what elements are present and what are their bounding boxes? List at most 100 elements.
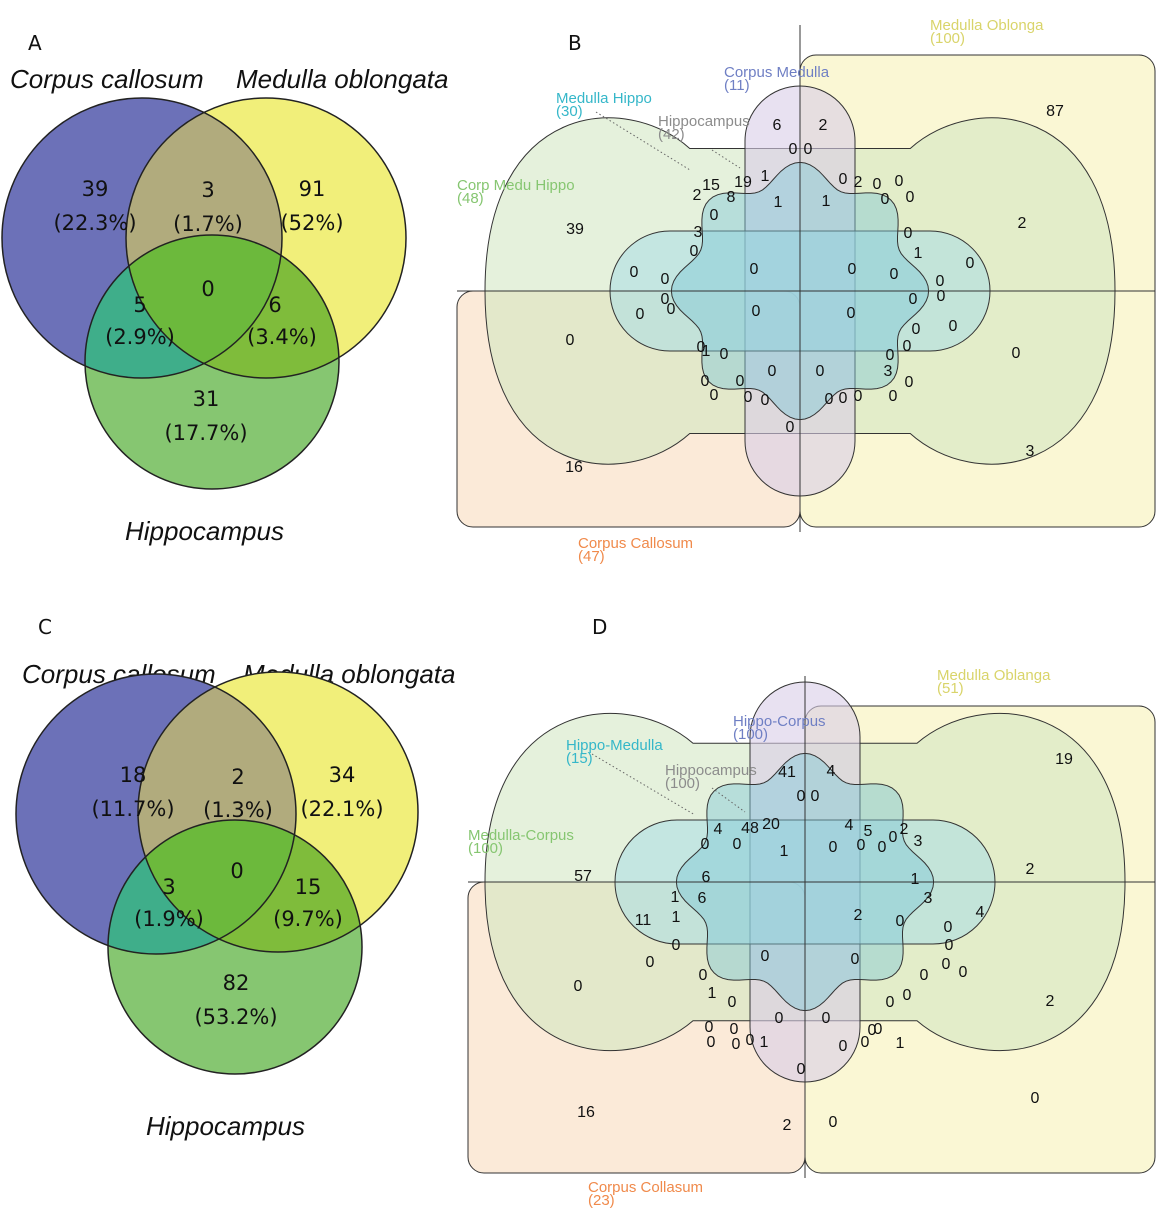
region-count: 4	[827, 763, 836, 780]
region-count: 41	[778, 764, 796, 781]
set-label-count-3: (100)	[665, 775, 700, 792]
region-count: 0	[710, 207, 719, 224]
region-count: 0	[661, 291, 670, 308]
region-count: 0	[690, 243, 699, 260]
venn-a-medulla-hippo-pct: (3.4%)	[247, 325, 317, 349]
region-count: 2	[819, 117, 828, 134]
venn-a-medulla-hippo-count: 6	[268, 293, 281, 317]
region-count: 0	[733, 836, 742, 853]
region-count: 3	[1026, 443, 1035, 460]
venn-c-medulla-only-pct: (22.1%)	[300, 797, 383, 821]
region-count: 0	[789, 141, 798, 158]
panel-a-title-corpus: Corpus callosum	[10, 64, 204, 94]
venn-a-corpus-hippo-count: 5	[133, 293, 146, 317]
venn-a-hippo-only-count: 31	[193, 387, 220, 411]
edwards-d-shapes	[467, 676, 1156, 1178]
set-label-2: Hippo-Medulla	[566, 737, 663, 754]
region-count: 0	[851, 951, 860, 968]
region-count: 0	[728, 994, 737, 1011]
region-count: 0	[710, 387, 719, 404]
region-count: 2	[1018, 215, 1027, 232]
set-label-count-2: (15)	[566, 750, 593, 767]
set-label-count-1: (100)	[733, 726, 768, 743]
region-count: 16	[565, 459, 583, 476]
region-count: 0	[816, 363, 825, 380]
region-count: 0	[945, 937, 954, 954]
region-count: 2	[783, 1117, 792, 1134]
set-label-count-4: (48)	[457, 190, 484, 207]
region-count: 3	[884, 363, 893, 380]
set-label-count-5: (23)	[588, 1192, 615, 1209]
label-leader-line	[711, 149, 741, 169]
set-label-count-0: (100)	[930, 30, 965, 47]
region-count: 0	[854, 388, 863, 405]
region-count: 0	[903, 338, 912, 355]
region-count: 0	[861, 1034, 870, 1051]
region-count: 0	[881, 191, 890, 208]
region-count: 0	[878, 839, 887, 856]
region-count: 0	[889, 829, 898, 846]
region-count: 0	[857, 837, 866, 854]
venn-a-corpus-only-count: 39	[82, 177, 109, 201]
region-count: 0	[848, 261, 857, 278]
set-label-4: Corp Medu Hippo	[457, 177, 575, 194]
region-count: 0	[646, 954, 655, 971]
venn-c-corpus-only-pct: (11.7%)	[91, 797, 174, 821]
set-label-count-3: (42)	[658, 126, 685, 143]
region-count: 0	[942, 956, 951, 973]
region-count: 0	[937, 288, 946, 305]
region-count: 2	[900, 821, 909, 838]
region-count: 0	[839, 171, 848, 188]
venn-c-hippo-only-pct: (53.2%)	[194, 1005, 277, 1029]
region-count: 0	[873, 176, 882, 193]
set-label-1: Corpus Medulla	[724, 64, 830, 81]
venn-a-all-count: 0	[201, 277, 214, 301]
region-count: 3	[924, 890, 933, 907]
region-count: 0	[761, 392, 770, 409]
venn-c-corpus-hippo-pct: (1.9%)	[134, 907, 204, 931]
region-count: 2	[1046, 993, 1055, 1010]
panel-d: D Medulla Oblanga(51)Hippo-Corpus(100)Hi…	[467, 615, 1156, 1209]
region-count: 19	[734, 174, 752, 191]
venn-c-medulla-only-count: 34	[329, 763, 356, 787]
region-count: 3	[914, 833, 923, 850]
region-count: 0	[903, 987, 912, 1004]
panel-b: B Medulla Oblonga(100) Corpus Medulla(11)…	[456, 17, 1156, 565]
panel-a-title-hippo: Hippocampus	[125, 516, 284, 546]
region-count: 3	[694, 224, 703, 241]
region-count: 0	[699, 967, 708, 984]
region-count: 0	[889, 388, 898, 405]
region-count: 0	[672, 937, 681, 954]
region-count: 6	[773, 117, 782, 134]
region-count: 0	[746, 1032, 755, 1049]
region-count: 0	[868, 1022, 877, 1039]
region-count: 1	[671, 889, 680, 906]
venn-a-corpus-medulla-pct: (1.7%)	[173, 212, 243, 236]
region-count: 0	[904, 225, 913, 242]
region-count: 0	[886, 347, 895, 364]
region-count: 1	[822, 193, 831, 210]
region-count: 0	[630, 264, 639, 281]
venn-a-corpus-hippo-pct: (2.9%)	[105, 325, 175, 349]
venn-c-all-count: 0	[230, 859, 243, 883]
region-count: 15	[702, 177, 720, 194]
region-count: 2	[693, 187, 702, 204]
region-count: 1	[896, 1035, 905, 1052]
region-count: 0	[909, 291, 918, 308]
region-count: 0	[905, 374, 914, 391]
region-count: 11	[635, 912, 652, 929]
region-count: 16	[577, 1104, 595, 1121]
region-count: 0	[1031, 1090, 1040, 1107]
region-count: 2	[854, 907, 863, 924]
set-label-5: Corpus Collasum	[588, 1179, 703, 1196]
region-count: 0	[761, 948, 770, 965]
set-label-0: Medulla Oblanga	[937, 667, 1051, 684]
venn-c-corpus-medulla-pct: (1.3%)	[203, 798, 273, 822]
panel-a: A Corpus callosum Medulla oblongata Hipp…	[1, 31, 449, 546]
region-count: 8	[727, 189, 736, 206]
region-count: 0	[750, 261, 759, 278]
set-label-count-5: (47)	[578, 548, 605, 565]
venn-c-corpus-medulla-count: 2	[231, 765, 244, 789]
